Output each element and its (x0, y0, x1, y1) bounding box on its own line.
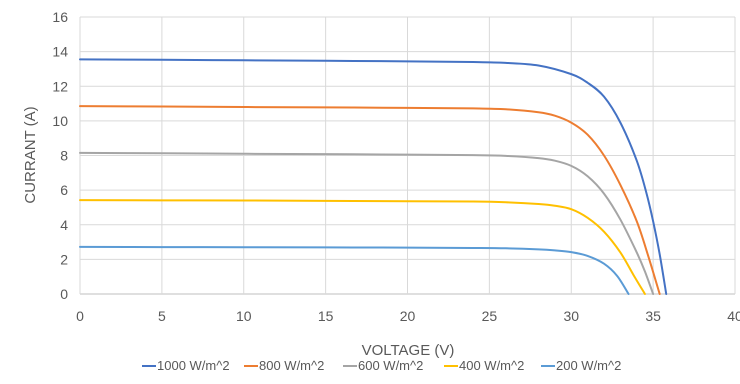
y-tick-label: 0 (60, 286, 68, 302)
legend-label-400: 400 W/m^2 (459, 358, 524, 373)
legend: 1000 W/m^2 800 W/m^2 600 W/m^2 400 W/m^2 200… (142, 358, 621, 373)
y-tick-label: 2 (60, 251, 68, 267)
legend-label-800: 800 W/m^2 (259, 358, 324, 373)
series-line-400 (79, 199, 646, 295)
series-line-800 (79, 105, 661, 295)
legend-label-1000: 1000 W/m^2 (157, 358, 230, 373)
x-tick-label: 35 (645, 308, 661, 324)
y-tick-label: 12 (52, 78, 68, 94)
series-lines (79, 58, 668, 295)
x-axis-ticks: 0 5 10 15 20 25 30 35 40 (76, 308, 740, 324)
y-tick-label: 10 (52, 113, 68, 129)
x-tick-label: 15 (318, 308, 334, 324)
y-tick-label: 16 (52, 9, 68, 25)
y-axis-ticks: 0 2 4 6 8 10 12 14 16 (52, 9, 68, 302)
legend-label-200: 200 W/m^2 (556, 358, 621, 373)
x-tick-label: 5 (158, 308, 166, 324)
y-tick-label: 8 (60, 148, 68, 164)
x-tick-label: 0 (76, 308, 84, 324)
series-line-1000 (79, 58, 668, 295)
x-tick-label: 40 (727, 308, 740, 324)
y-axis-title: CURRANT (A) (22, 106, 39, 203)
x-tick-label: 20 (400, 308, 416, 324)
legend-label-600: 600 W/m^2 (358, 358, 423, 373)
series-line-200 (79, 245, 630, 295)
x-tick-label: 10 (236, 308, 252, 324)
series-line-600 (79, 151, 655, 295)
x-tick-label: 25 (482, 308, 498, 324)
x-tick-label: 30 (563, 308, 579, 324)
y-tick-label: 4 (60, 217, 68, 233)
y-tick-label: 6 (60, 182, 68, 198)
x-axis-title: VOLTAGE (V) (362, 342, 455, 359)
y-tick-label: 14 (52, 44, 68, 60)
